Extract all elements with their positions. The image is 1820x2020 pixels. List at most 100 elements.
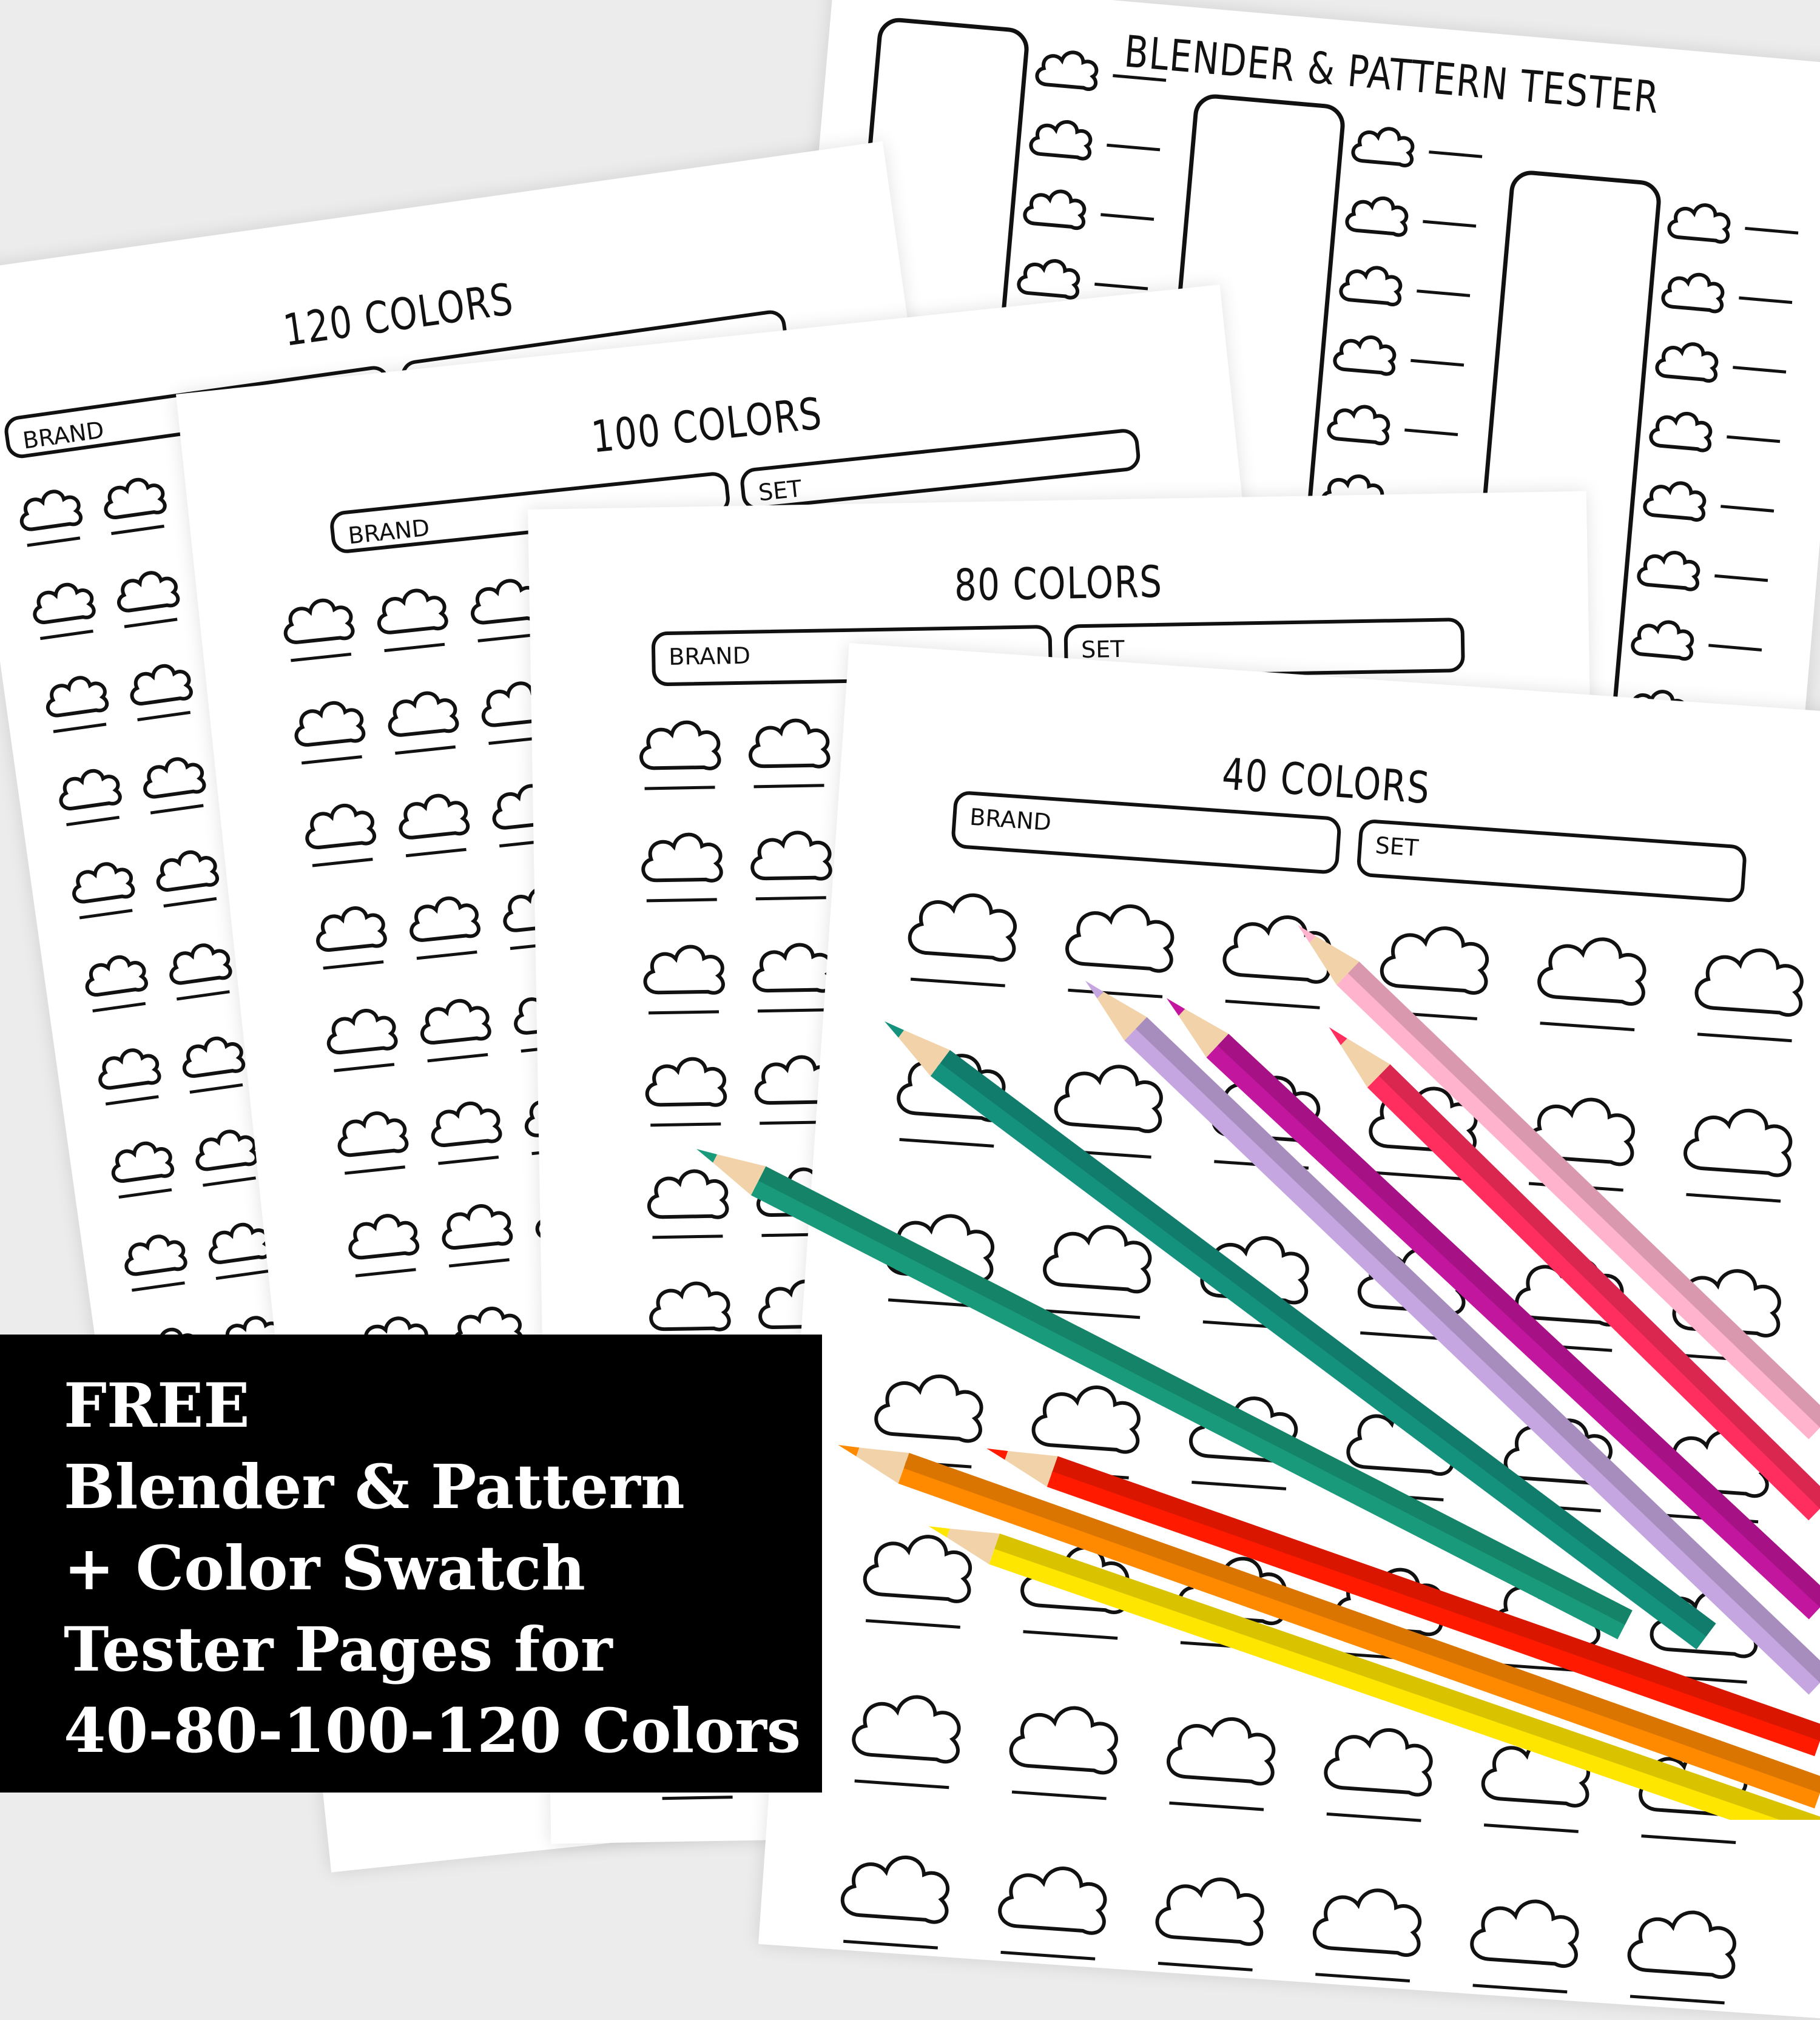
name-line — [662, 1796, 733, 1800]
cloud-swatch — [316, 906, 387, 952]
cloud-swatch — [643, 944, 725, 995]
name-line — [1697, 1032, 1792, 1043]
name-line — [79, 909, 133, 920]
name-line — [1641, 1834, 1736, 1844]
name-line — [176, 990, 230, 1001]
pencil-body — [1046, 1456, 1820, 1757]
name-line — [427, 1052, 488, 1063]
cloud-swatch — [908, 893, 1017, 962]
name-line — [189, 1083, 243, 1094]
cloud-swatch — [639, 720, 721, 770]
cloud-swatch — [326, 1009, 398, 1054]
cloud-swatch — [1537, 937, 1646, 1006]
name-line — [92, 1002, 146, 1013]
name-line — [757, 1008, 829, 1013]
pencil — [1166, 998, 1820, 1620]
name-line — [1714, 574, 1768, 582]
name-line — [1739, 296, 1793, 305]
cloud-swatch — [348, 1214, 420, 1260]
name-line — [1315, 1973, 1410, 1983]
pencil-lead — [928, 1526, 950, 1538]
cloud-swatch — [1065, 904, 1175, 973]
pencil — [1298, 924, 1820, 1439]
name-line — [753, 784, 824, 789]
name-line — [1404, 428, 1458, 436]
name-line — [405, 847, 467, 858]
name-line — [448, 1258, 510, 1268]
cloud-swatch — [1380, 926, 1489, 995]
pencil-body — [989, 1534, 1820, 1820]
cloud-swatch — [1043, 1225, 1152, 1294]
pencil-lead — [696, 1149, 718, 1163]
pencil-lead — [838, 1445, 860, 1456]
cloud-swatch — [182, 1036, 246, 1078]
name-line — [1371, 1171, 1466, 1181]
pencil-wood — [856, 1447, 909, 1484]
pencil — [986, 1448, 1820, 1757]
pencil-body — [1206, 1034, 1820, 1620]
name-line — [1023, 1630, 1118, 1640]
name-line — [344, 1165, 405, 1175]
colored-pencils — [696, 924, 1820, 1820]
name-line — [1540, 1022, 1635, 1032]
pencil-wood — [1178, 1009, 1229, 1058]
name-line — [1107, 143, 1161, 152]
name-line — [111, 524, 164, 536]
cloud-swatch — [156, 850, 219, 892]
cloud-swatch — [1694, 948, 1804, 1017]
cloud-swatch — [130, 664, 193, 705]
cloud-swatch — [19, 490, 83, 531]
name-line — [1708, 644, 1762, 651]
name-line — [105, 1095, 159, 1106]
cloud-swatch — [195, 1130, 258, 1171]
cloud-swatch — [647, 1169, 729, 1219]
cloud-swatch — [1345, 196, 1409, 237]
name-line — [1472, 1984, 1568, 1994]
cloud-swatch — [117, 571, 180, 613]
pencil-body — [1336, 961, 1820, 1439]
pencil-body — [750, 1166, 1633, 1640]
name-line — [843, 1939, 938, 1950]
name-line — [1721, 505, 1774, 513]
name-line — [1326, 1812, 1421, 1822]
cloud-swatch — [998, 1867, 1107, 1935]
name-line — [40, 629, 93, 641]
name-line — [118, 1188, 172, 1199]
cloud-swatch — [305, 803, 376, 849]
name-line — [865, 1619, 960, 1629]
name-line — [1417, 289, 1471, 297]
cloud-swatch — [1333, 335, 1397, 376]
pencil-lead — [1085, 980, 1104, 999]
cloud-swatch — [1351, 127, 1415, 167]
promo-line: Blender & Pattern — [64, 1451, 685, 1523]
cloud-swatch — [1655, 342, 1719, 383]
pencil-wood — [1340, 1038, 1390, 1088]
cloud-swatch — [1649, 411, 1713, 453]
pencil-body — [930, 1050, 1716, 1650]
pencil-lead — [884, 1021, 905, 1038]
cloud-swatch — [72, 862, 135, 904]
name-line — [1011, 1790, 1107, 1800]
name-line — [1733, 366, 1787, 374]
name-line — [438, 1156, 499, 1165]
cloud-swatch — [1031, 1385, 1141, 1454]
cloud-swatch — [1627, 1910, 1736, 1979]
name-line — [1686, 1193, 1781, 1203]
name-line — [1094, 282, 1148, 291]
pencil — [884, 1021, 1716, 1650]
cloud-swatch — [1667, 203, 1731, 244]
pencil-wood — [1309, 936, 1360, 985]
cloud-swatch — [863, 1535, 972, 1603]
name-line — [355, 1268, 416, 1278]
pencil-lead — [986, 1448, 1008, 1460]
pencil — [838, 1445, 1820, 1809]
name-line — [53, 722, 107, 733]
cloud-swatch — [645, 1057, 727, 1107]
cloud-swatch — [33, 582, 96, 624]
name-line — [910, 977, 1005, 988]
cloud-swatch — [1637, 551, 1700, 591]
name-line — [215, 1269, 269, 1281]
cloud-swatch — [874, 1374, 983, 1443]
name-line — [1225, 999, 1320, 1009]
name-line — [27, 536, 81, 547]
